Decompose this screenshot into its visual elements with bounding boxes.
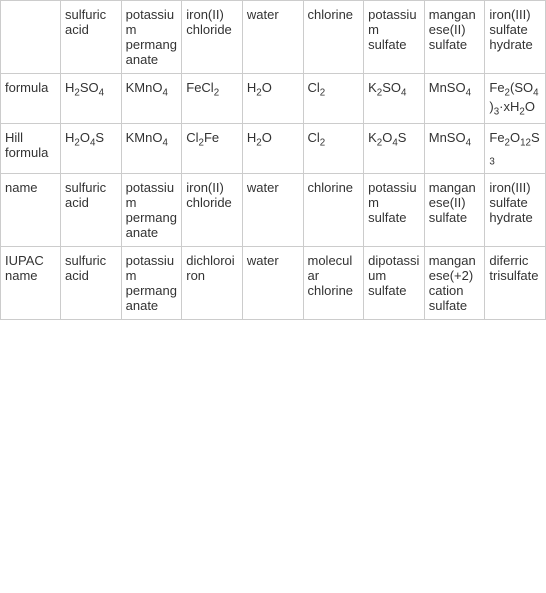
- table-cell: water: [242, 247, 303, 320]
- table-row: Hill formulaH2O4SKMnO4Cl2FeH2OCl2K2O4SMn…: [1, 124, 546, 174]
- table-cell: iron(II) chloride: [182, 174, 243, 247]
- table-cell: K2O4S: [364, 124, 425, 174]
- row-label-cell: name: [1, 174, 61, 247]
- table-row: namesulfuric acidpotassium permanganatei…: [1, 174, 546, 247]
- row-label-cell: formula: [1, 74, 61, 124]
- table-cell: potassium permanganate: [121, 174, 182, 247]
- header-cell: sulfuric acid: [61, 1, 122, 74]
- table-cell: H2O4S: [61, 124, 122, 174]
- table-cell: H2SO4: [61, 74, 122, 124]
- table-cell: Cl2: [303, 124, 364, 174]
- table-cell: K2SO4: [364, 74, 425, 124]
- table-row: IUPAC namesulfuric acidpotassium permang…: [1, 247, 546, 320]
- table-cell: FeCl2: [182, 74, 243, 124]
- table-cell: potassium sulfate: [364, 174, 425, 247]
- table-cell: chlorine: [303, 174, 364, 247]
- table-cell: MnSO4: [424, 74, 485, 124]
- header-blank-cell: [1, 1, 61, 74]
- table-cell: iron(III) sulfate hydrate: [485, 174, 546, 247]
- table-cell: sulfuric acid: [61, 174, 122, 247]
- table-cell: H2O: [242, 74, 303, 124]
- header-cell: water: [242, 1, 303, 74]
- table-cell: MnSO4: [424, 124, 485, 174]
- header-cell: potassium permanganate: [121, 1, 182, 74]
- table-cell: manganese(II) sulfate: [424, 174, 485, 247]
- table-cell: molecular chlorine: [303, 247, 364, 320]
- table-cell: diferric trisulfate: [485, 247, 546, 320]
- table-cell: Cl2: [303, 74, 364, 124]
- chemical-properties-table: sulfuric acidpotassium permanganateiron(…: [0, 0, 546, 320]
- table-header-row: sulfuric acidpotassium permanganateiron(…: [1, 1, 546, 74]
- header-cell: chlorine: [303, 1, 364, 74]
- table-cell: Fe2(SO4)3·xH2O: [485, 74, 546, 124]
- table-cell: KMnO4: [121, 124, 182, 174]
- header-cell: manganese(II) sulfate: [424, 1, 485, 74]
- table-cell: dipotassium sulfate: [364, 247, 425, 320]
- header-cell: potassium sulfate: [364, 1, 425, 74]
- row-label-cell: Hill formula: [1, 124, 61, 174]
- table-cell: Cl2Fe: [182, 124, 243, 174]
- table-cell: H2O: [242, 124, 303, 174]
- header-cell: iron(II) chloride: [182, 1, 243, 74]
- table-cell: dichloroiron: [182, 247, 243, 320]
- row-label-cell: IUPAC name: [1, 247, 61, 320]
- table-cell: potassium permanganate: [121, 247, 182, 320]
- table-cell: Fe2O12S3: [485, 124, 546, 174]
- table-row: formulaH2SO4KMnO4FeCl2H2OCl2K2SO4MnSO4Fe…: [1, 74, 546, 124]
- header-cell: iron(III) sulfate hydrate: [485, 1, 546, 74]
- table-cell: manganese(+2) cation sulfate: [424, 247, 485, 320]
- table-cell: sulfuric acid: [61, 247, 122, 320]
- table-cell: water: [242, 174, 303, 247]
- table-cell: KMnO4: [121, 74, 182, 124]
